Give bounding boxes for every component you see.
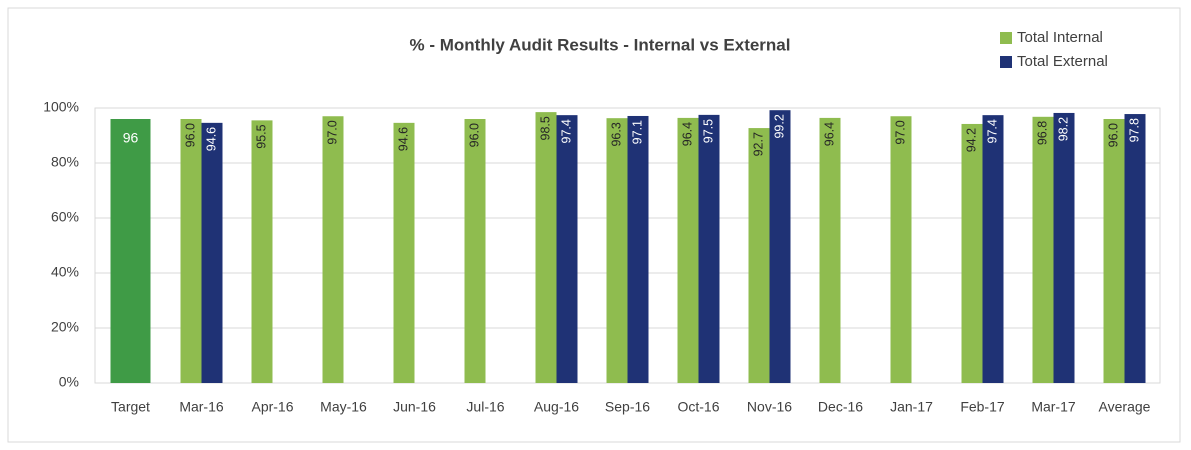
data-label: 94.6	[396, 127, 410, 151]
x-tick-label: Jul-16	[466, 399, 504, 415]
data-label: 97.1	[630, 120, 644, 144]
x-tick-label: Feb-17	[960, 399, 1005, 415]
bar	[1103, 119, 1125, 383]
bar	[180, 119, 202, 383]
x-tick-label: Aug-16	[534, 399, 579, 415]
x-tick-label: Jun-16	[393, 399, 436, 415]
bar	[464, 119, 486, 383]
data-label: 97.5	[701, 119, 715, 143]
bar	[606, 118, 628, 384]
legend-swatch	[1000, 32, 1012, 44]
legend-label: Total Internal	[1017, 29, 1103, 46]
bar	[322, 116, 344, 383]
legend-label: Total External	[1017, 53, 1108, 70]
bar	[890, 116, 912, 383]
bar	[627, 115, 649, 383]
bar	[535, 112, 557, 383]
data-label: 94.2	[964, 128, 978, 152]
x-tick-label: Target	[111, 399, 150, 415]
data-label: 98.2	[1056, 117, 1070, 141]
bar	[748, 128, 770, 383]
bar	[819, 117, 841, 384]
y-tick-label: 0%	[59, 374, 79, 390]
bar	[982, 115, 1004, 384]
data-label: 97.8	[1127, 118, 1141, 142]
y-tick-label: 100%	[43, 99, 79, 115]
y-tick-label: 40%	[51, 264, 79, 280]
chart-title: % - Monthly Audit Results - Internal vs …	[410, 35, 791, 54]
bar	[1032, 116, 1054, 384]
data-label: 96.8	[1035, 121, 1049, 145]
data-label: 96.0	[183, 123, 197, 147]
x-tick-label: Dec-16	[818, 399, 863, 415]
bar	[1053, 112, 1075, 383]
data-label: 96.0	[467, 123, 481, 147]
data-label: 97.0	[893, 120, 907, 144]
y-tick-label: 20%	[51, 319, 79, 335]
x-tick-label: Average	[1099, 399, 1151, 415]
data-label: 95.5	[254, 124, 268, 148]
legend-swatch	[1000, 56, 1012, 68]
data-label: 94.6	[204, 127, 218, 151]
bar	[556, 115, 578, 384]
x-tick-label: Mar-16	[179, 399, 224, 415]
target-bar	[110, 119, 151, 383]
y-tick-label: 60%	[51, 209, 79, 225]
bar	[698, 114, 720, 383]
bar	[677, 117, 699, 384]
x-tick-label: Sep-16	[605, 399, 650, 415]
bar	[961, 123, 983, 383]
x-tick-label: Mar-17	[1031, 399, 1076, 415]
data-label: 96.0	[1106, 123, 1120, 147]
x-tick-label: Oct-16	[677, 399, 719, 415]
bar	[769, 110, 791, 383]
x-tick-label: Jan-17	[890, 399, 933, 415]
bar	[201, 122, 223, 383]
data-label: 97.4	[559, 119, 573, 143]
bar	[1124, 114, 1146, 384]
x-tick-label: Nov-16	[747, 399, 792, 415]
bar	[393, 122, 415, 383]
data-label: 96	[123, 130, 139, 146]
y-tick-label: 80%	[51, 154, 79, 170]
x-tick-label: Apr-16	[251, 399, 293, 415]
data-label: 96.3	[609, 122, 623, 146]
data-label: 92.7	[751, 132, 765, 156]
data-label: 99.2	[772, 114, 786, 138]
bar	[251, 120, 273, 383]
data-label: 97.4	[985, 119, 999, 143]
chart-border	[7, 7, 1181, 443]
data-label: 96.4	[822, 122, 836, 146]
x-tick-label: May-16	[320, 399, 367, 415]
data-label: 97.0	[325, 120, 339, 144]
data-label: 98.5	[538, 116, 552, 140]
data-label: 96.4	[680, 122, 694, 146]
